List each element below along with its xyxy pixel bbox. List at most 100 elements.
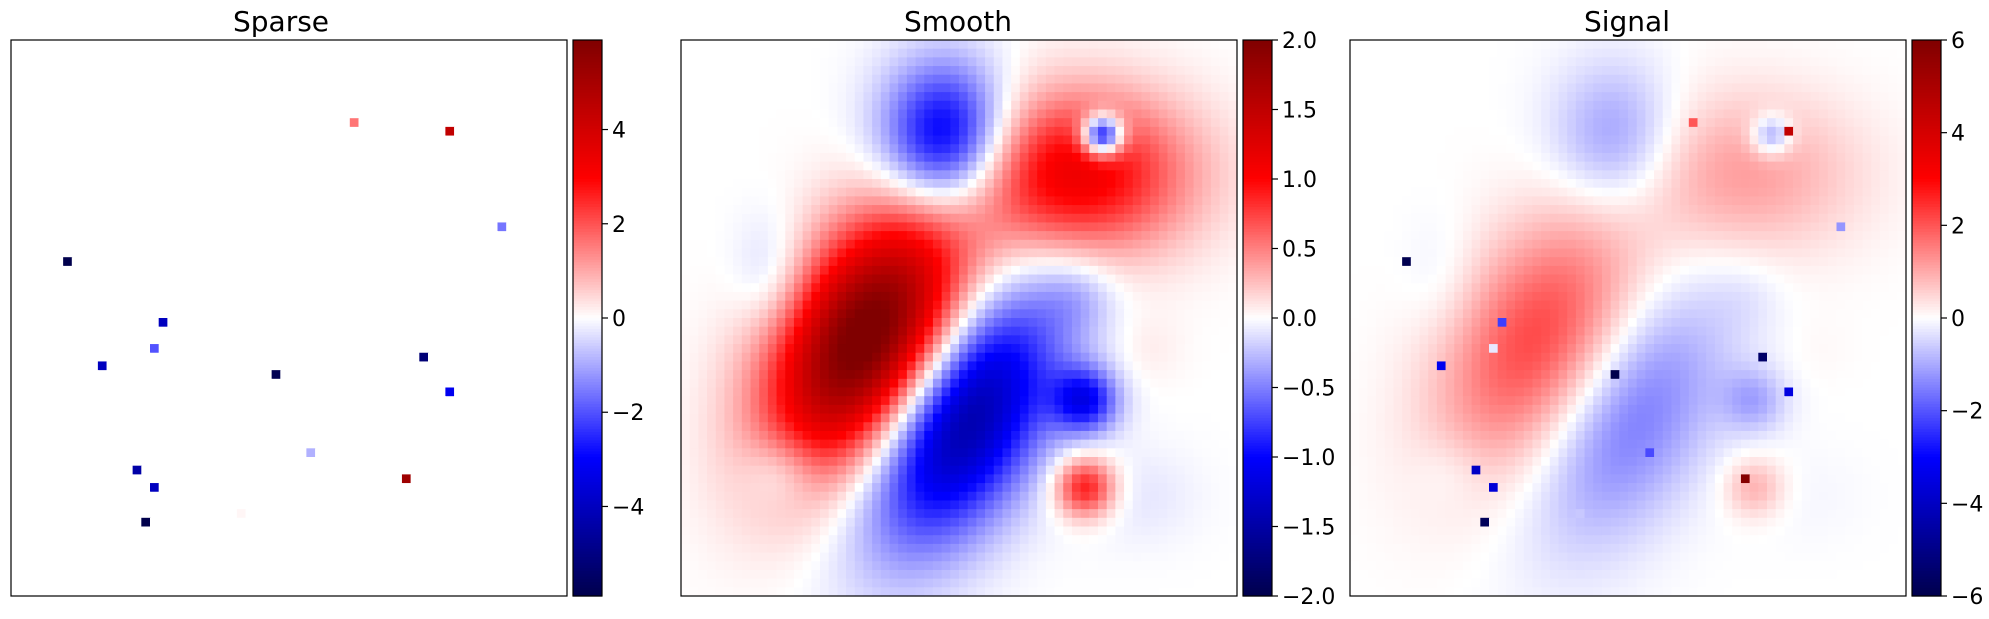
heatmap-cell	[150, 118, 160, 128]
heatmap-cell	[750, 48, 760, 58]
heatmap-cell	[63, 361, 73, 371]
colorbar-segment	[573, 468, 602, 472]
heatmap-cell	[54, 265, 64, 276]
heatmap-cell	[262, 413, 273, 423]
heatmap-cell	[254, 422, 264, 432]
heatmap-cell	[540, 569, 551, 580]
heatmap-cell	[176, 265, 186, 276]
heatmap-cell	[514, 587, 525, 597]
colorbar-segment	[573, 351, 602, 355]
heatmap-cell	[549, 344, 559, 354]
heatmap-cell	[375, 126, 386, 137]
heatmap-cell	[11, 448, 21, 458]
heatmap-cell	[271, 83, 281, 93]
heatmap-cell	[454, 309, 464, 319]
heatmap-cell	[462, 535, 473, 545]
heatmap-cell	[219, 430, 229, 441]
heatmap-cell	[1019, 109, 1030, 119]
heatmap-cell	[80, 170, 90, 180]
heatmap-cell	[410, 500, 420, 510]
heatmap-cell	[19, 352, 29, 363]
heatmap-cell	[445, 135, 455, 145]
heatmap-cell	[410, 205, 420, 215]
heatmap-cell	[19, 370, 29, 380]
heatmap-cell	[1158, 100, 1169, 111]
heatmap-cell	[167, 413, 177, 423]
heatmap-cell	[71, 274, 82, 284]
heatmap-cell	[280, 404, 290, 415]
heatmap-cell	[428, 509, 438, 519]
heatmap-cell	[1071, 83, 1082, 93]
heatmap-cell	[245, 526, 255, 536]
heatmap-cell	[106, 40, 116, 50]
heatmap-cell	[219, 231, 229, 241]
heatmap-cell	[306, 274, 316, 284]
heatmap-cell	[985, 100, 995, 111]
heatmap-cell	[341, 300, 351, 310]
heatmap-cell	[419, 283, 429, 293]
heatmap-cell	[1167, 40, 1177, 50]
heatmap-cell	[219, 326, 229, 336]
heatmap-cell	[1019, 126, 1030, 137]
heatmap-cell	[19, 118, 29, 128]
heatmap-cell	[219, 543, 229, 554]
heatmap-cell	[793, 100, 804, 111]
heatmap-cell	[45, 74, 56, 85]
heatmap-cell	[367, 239, 377, 250]
heatmap-cell	[401, 309, 412, 319]
heatmap-cell	[262, 457, 273, 467]
heatmap-cell	[132, 587, 142, 597]
heatmap-cell	[71, 526, 82, 536]
heatmap-cell	[176, 274, 186, 284]
heatmap-cell	[71, 40, 82, 50]
heatmap-cell	[741, 100, 752, 111]
heatmap-cell	[985, 126, 995, 137]
heatmap-cell	[150, 509, 160, 519]
heatmap-cell	[410, 309, 420, 319]
colorbar-tick-label: 2	[612, 213, 626, 238]
heatmap-cell	[880, 109, 891, 119]
heatmap-cell	[97, 500, 108, 510]
heatmap-cell	[280, 569, 290, 580]
heatmap-cell	[54, 40, 64, 50]
heatmap-cell	[254, 335, 264, 345]
heatmap-cell	[1011, 57, 1021, 67]
heatmap-cell	[45, 231, 56, 241]
heatmap-cell	[167, 561, 177, 571]
heatmap-cell	[358, 526, 368, 536]
heatmap-cell	[488, 457, 499, 467]
heatmap-cell	[150, 318, 160, 328]
heatmap-cell	[245, 352, 255, 363]
heatmap-cell	[410, 274, 420, 284]
heatmap-cell	[419, 222, 429, 232]
heatmap-cell	[262, 152, 273, 163]
heatmap-cell	[436, 239, 446, 250]
heatmap-cell	[306, 457, 316, 467]
heatmap-cell	[549, 144, 559, 154]
heatmap-cell	[132, 135, 142, 145]
heatmap-cell	[97, 161, 108, 171]
heatmap-cell	[254, 257, 264, 267]
heatmap-cell	[863, 92, 873, 102]
heatmap-cell	[280, 413, 290, 423]
heatmap-cell	[332, 413, 342, 423]
heatmap-cell	[106, 457, 116, 467]
heatmap-cell	[123, 309, 134, 319]
heatmap-cell	[19, 48, 29, 58]
heatmap-cell	[419, 92, 429, 102]
heatmap-cell	[150, 587, 160, 597]
heatmap-cell	[689, 57, 699, 67]
heatmap-cell	[384, 196, 394, 206]
heatmap-cell	[1002, 48, 1012, 58]
heatmap-cell	[471, 587, 481, 597]
heatmap-cell	[367, 109, 377, 119]
heatmap-cell	[97, 83, 108, 93]
heatmap-cell	[488, 231, 499, 241]
heatmap-cell	[37, 578, 47, 588]
heatmap-cell	[349, 422, 360, 432]
heatmap-cell	[367, 509, 377, 519]
heatmap-cell	[445, 144, 455, 154]
heatmap-cell	[428, 474, 438, 484]
heatmap-cell	[80, 378, 90, 389]
heatmap-cell	[297, 274, 307, 284]
